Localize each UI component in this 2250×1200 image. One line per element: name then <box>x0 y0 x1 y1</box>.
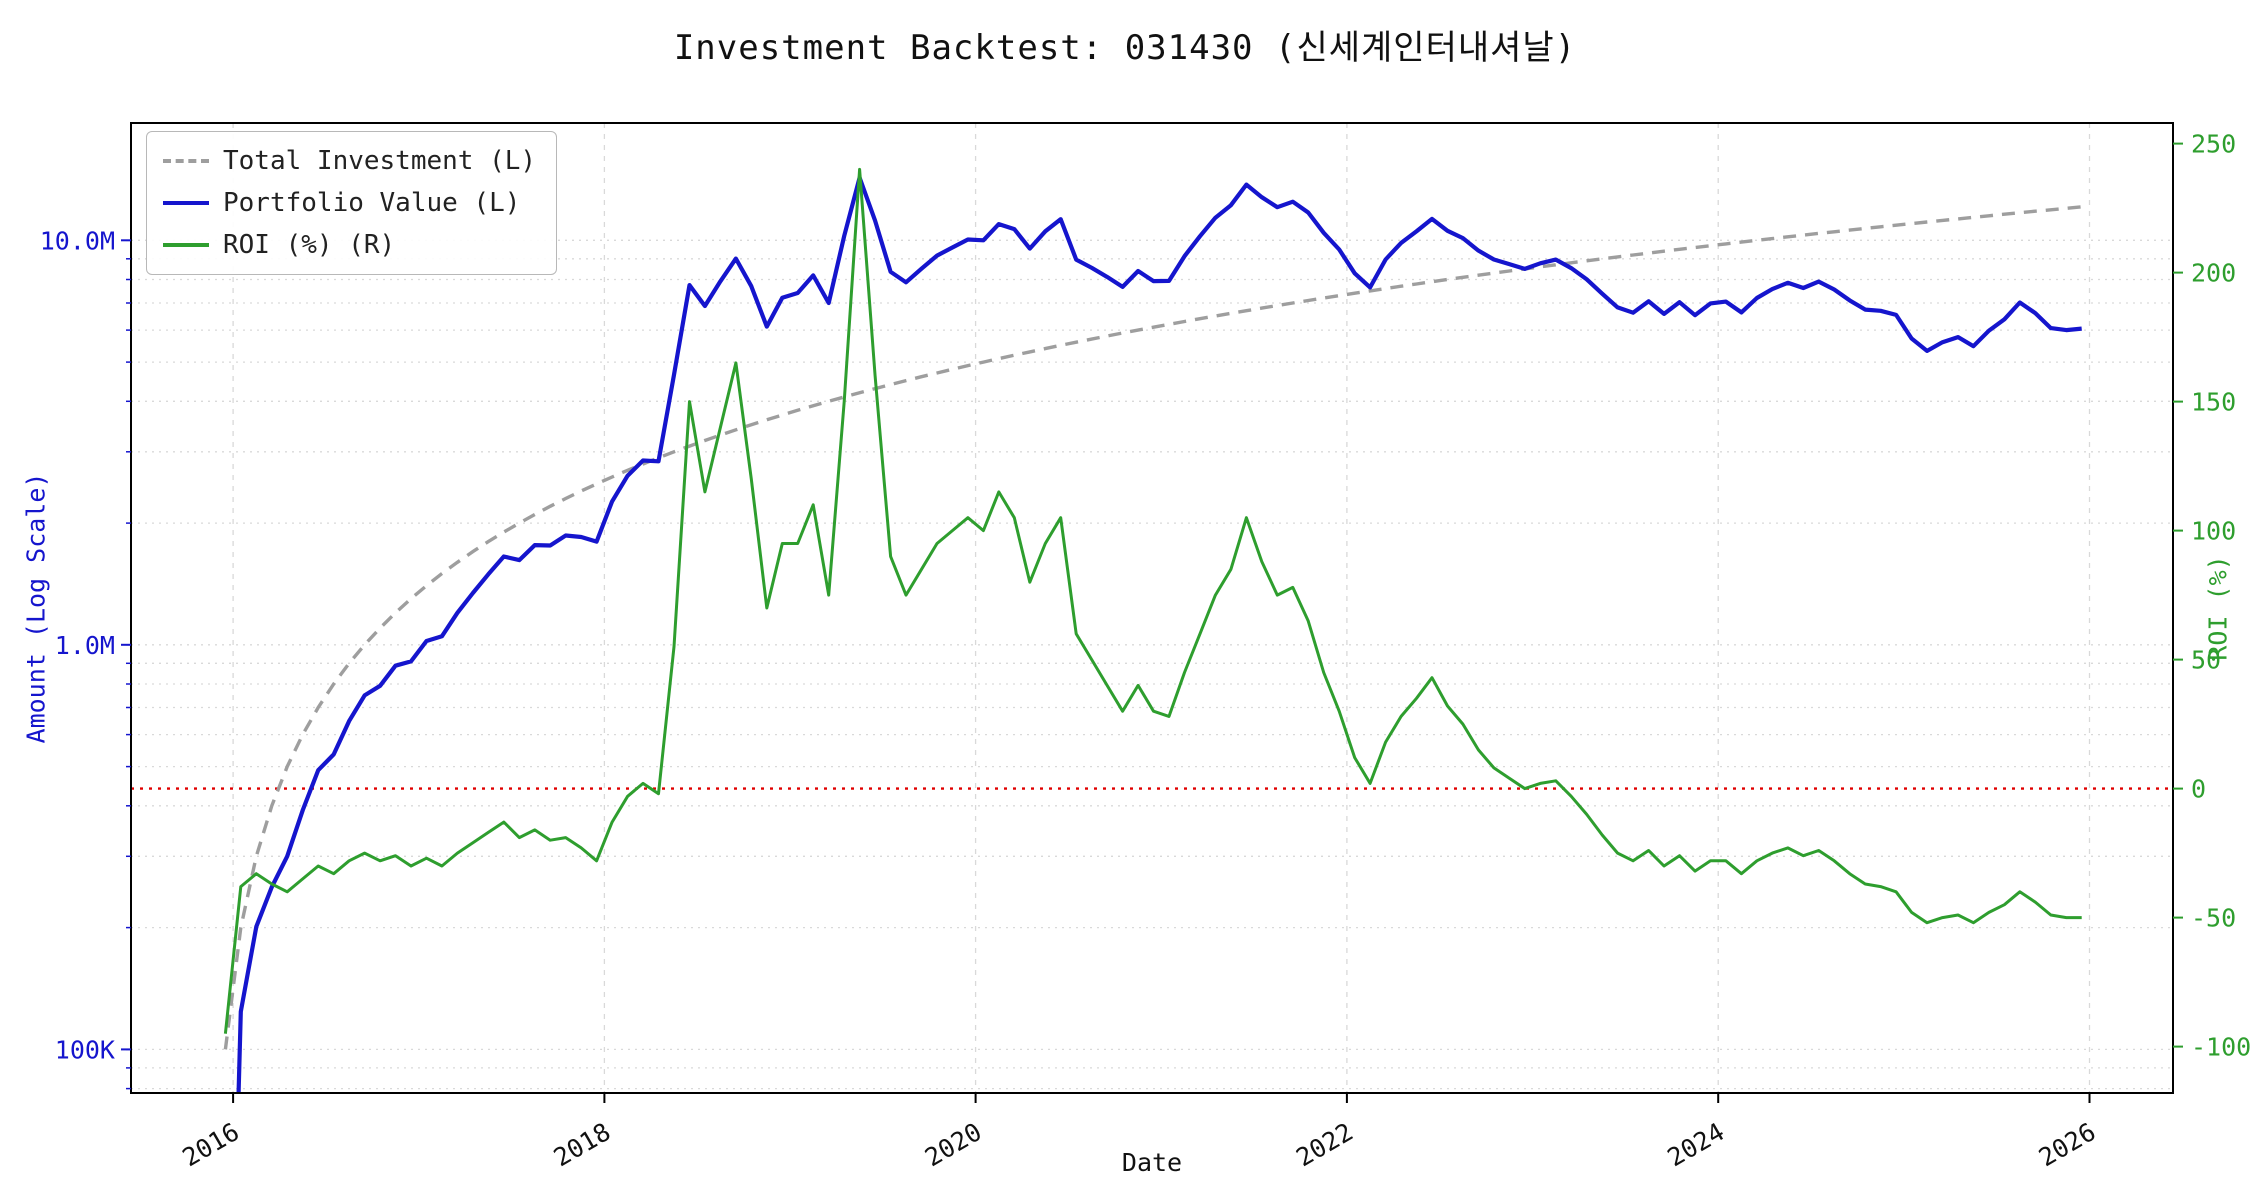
legend: Total Investment (L) Portfolio Value (L)… <box>146 131 558 275</box>
left-axis-label: Amount (Log Scale) <box>21 472 51 744</box>
legend-item-roi: ROI (%) (R) <box>163 230 536 260</box>
x-tick-label: 2016 <box>177 1117 244 1172</box>
right-axis-label: ROI (%) <box>2203 555 2233 661</box>
solid-line-sample-icon <box>163 243 209 247</box>
right-tick-label: 250 <box>2191 130 2236 159</box>
x-tick-label: 2020 <box>920 1117 987 1172</box>
x-tick-label: 2024 <box>1663 1117 1730 1172</box>
legend-item-portfolio-value: Portfolio Value (L) <box>163 188 536 218</box>
x-tick-label: 2022 <box>1291 1117 1358 1172</box>
solid-line-sample-icon <box>163 201 209 205</box>
roi-line <box>223 167 2082 1034</box>
x-tick-label: 2026 <box>2034 1117 2101 1172</box>
right-tick-label: 50 <box>2191 646 2221 675</box>
right-tick-label: 0 <box>2191 775 2206 804</box>
dashed-line-sample-icon <box>163 159 209 163</box>
right-tick-label: 200 <box>2191 259 2236 288</box>
legend-label: ROI (%) (R) <box>223 230 396 260</box>
right-tick-label: -100 <box>2191 1033 2250 1062</box>
chart-title: Investment Backtest: 031430 (신세계인터내셔날) <box>673 28 1577 68</box>
plot-border <box>130 122 2174 1094</box>
x-axis-label: Date <box>1121 1148 1183 1177</box>
legend-label: Portfolio Value (L) <box>223 188 521 218</box>
total-investment-line <box>223 205 2082 1050</box>
left-tick-label: 100K <box>55 1035 115 1064</box>
left-tick-label: 1.0M <box>55 631 115 660</box>
right-tick-label: 100 <box>2191 517 2236 546</box>
left-tick-label: 10.0M <box>40 226 115 255</box>
legend-label: Total Investment (L) <box>223 146 537 176</box>
legend-item-total-investment: Total Investment (L) <box>163 146 536 176</box>
right-tick-label: 150 <box>2191 388 2236 417</box>
x-tick-label: 2018 <box>549 1117 616 1172</box>
portfolio-value-line <box>236 175 2082 1093</box>
right-tick-label: -50 <box>2191 904 2236 933</box>
